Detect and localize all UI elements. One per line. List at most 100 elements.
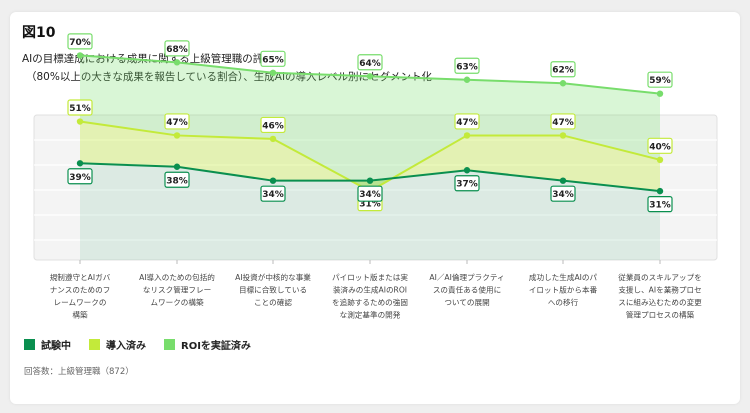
- data-label-roi: 64%: [359, 59, 381, 69]
- x-tick-label: 規制遵守とAIガバ: [50, 272, 111, 282]
- x-tick-label: 管理プロセスの構築: [626, 310, 695, 320]
- data-label-adopted: 51%: [69, 104, 91, 114]
- x-tick-label: AI／AI倫理プラクティ: [429, 272, 504, 282]
- respondent-note: 回答数：上級管理職（872）: [24, 367, 134, 377]
- x-tick-label: 目標に合致している: [239, 285, 307, 295]
- x-tick-label: なリスク管理フレー: [143, 285, 211, 295]
- data-label-pilot-box: [164, 171, 190, 188]
- data-label-roi: 63%: [456, 62, 478, 72]
- point-roi: [656, 90, 664, 97]
- data-label-pilot: 34%: [262, 190, 284, 200]
- x-tick-label: レームワークの: [54, 298, 107, 307]
- point-pilot: [463, 167, 471, 174]
- x-tick-label: ついての展開: [444, 298, 489, 307]
- data-label-adopted: 31%: [359, 200, 381, 210]
- point-roi: [173, 59, 181, 66]
- point-adopted: [173, 132, 181, 139]
- point-roi: [76, 52, 84, 59]
- point-adopted: [76, 118, 84, 125]
- data-label-adopted: 47%: [166, 118, 188, 128]
- data-label-adopted-box: [260, 116, 286, 134]
- data-label-pilot: 34%: [359, 190, 381, 200]
- point-adopted: [463, 132, 471, 139]
- data-label-pilot: 37%: [456, 180, 478, 190]
- data-label-pilot-box: [550, 185, 576, 202]
- data-label-adopted: 47%: [456, 118, 478, 128]
- data-label-pilot-box: [260, 185, 286, 202]
- data-label-pilot: 39%: [69, 173, 91, 183]
- data-label-roi: 68%: [166, 45, 188, 55]
- point-adopted: [269, 135, 277, 143]
- point-pilot: [559, 177, 567, 184]
- x-tick-label: 支援し、AIを業務プロセ: [618, 285, 701, 295]
- data-label-pilot: 38%: [166, 176, 188, 186]
- data-label-roi: 70%: [69, 38, 91, 48]
- data-label-pilot: 31%: [649, 201, 671, 211]
- x-tick-label: パイロット版または実: [332, 272, 408, 282]
- x-tick-label: スの責任ある使用に: [433, 285, 501, 295]
- legend-swatch-roi: [164, 339, 175, 350]
- point-roi: [559, 80, 567, 87]
- x-tick-label: 構築: [72, 310, 88, 320]
- x-tick-label: への移行: [548, 297, 579, 307]
- data-label-adopted-box: [67, 99, 93, 116]
- legend-swatch-adopted: [89, 339, 100, 350]
- area-roi: [80, 55, 660, 192]
- point-pilot: [173, 163, 181, 170]
- x-tick-label: イロット版から本番: [529, 285, 598, 295]
- data-label-roi-box: [454, 57, 480, 74]
- x-tick-label: ことの確認: [254, 297, 292, 307]
- legend-item-roi: ROIを実証済み: [164, 337, 251, 352]
- data-label-roi-box: [357, 54, 383, 71]
- point-roi: [269, 69, 277, 77]
- legend-item-pilot: 試験中: [24, 337, 71, 352]
- data-label-pilot-box: [454, 175, 480, 192]
- data-label-pilot-box: [647, 196, 673, 213]
- data-label-roi: 59%: [649, 76, 671, 86]
- x-tick-label: ムワークの構築: [150, 297, 204, 307]
- data-label-adopted-box: [164, 113, 190, 130]
- data-label-adopted-box: [550, 113, 576, 130]
- point-pilot: [76, 160, 84, 167]
- data-label-adopted-box: [454, 113, 480, 130]
- legend-swatch-pilot: [24, 339, 35, 350]
- data-label-roi-box: [164, 40, 190, 57]
- chart-legend: 試験中 導入済み ROIを実証済み: [24, 337, 251, 352]
- x-tick-label: 装済みの生成AIのROI: [333, 285, 407, 295]
- data-label-adopted: 40%: [649, 142, 671, 152]
- x-tick-label: ナンスのためのフ: [50, 286, 111, 295]
- legend-item-adopted: 導入済み: [89, 337, 146, 352]
- figure-label: 図10: [22, 25, 56, 41]
- area-adopted: [80, 121, 660, 192]
- x-tick-label: AI投資が中核的な事業: [235, 272, 311, 282]
- data-label-roi-box: [550, 61, 576, 78]
- point-roi: [463, 76, 471, 83]
- point-pilot: [269, 177, 277, 184]
- data-label-roi-box: [647, 71, 673, 88]
- data-label-pilot-box: [357, 185, 383, 202]
- x-tick-label: を追跡するための強固: [332, 297, 408, 307]
- point-roi: [366, 73, 374, 80]
- data-label-adopted: 47%: [552, 118, 574, 128]
- data-label-roi-box: [67, 33, 93, 50]
- area-pilot: [80, 163, 660, 260]
- x-tick-label: AI導入のための包括的: [139, 272, 215, 282]
- point-pilot: [366, 177, 374, 184]
- data-label-pilot: 34%: [552, 190, 574, 200]
- legend-label-pilot: 試験中: [41, 341, 71, 352]
- data-label-roi: 65%: [262, 55, 284, 65]
- data-label-adopted: 46%: [262, 121, 284, 131]
- point-adopted: [656, 156, 664, 163]
- data-label-pilot-box: [67, 168, 93, 185]
- x-tick-label: 成功した生成AIのパ: [529, 272, 598, 282]
- legend-label-adopted: 導入済み: [106, 341, 146, 352]
- data-label-adopted-box: [647, 137, 673, 154]
- x-tick-label: スに組み込むための変更: [618, 297, 702, 307]
- point-pilot: [656, 187, 664, 195]
- legend-label-roi: ROIを実証済み: [181, 341, 251, 352]
- x-tick-label: 従業員のスキルアップを: [618, 272, 702, 282]
- x-tick-label: な測定基準の開発: [340, 310, 401, 320]
- data-label-roi: 62%: [552, 66, 574, 76]
- point-adopted: [559, 132, 567, 139]
